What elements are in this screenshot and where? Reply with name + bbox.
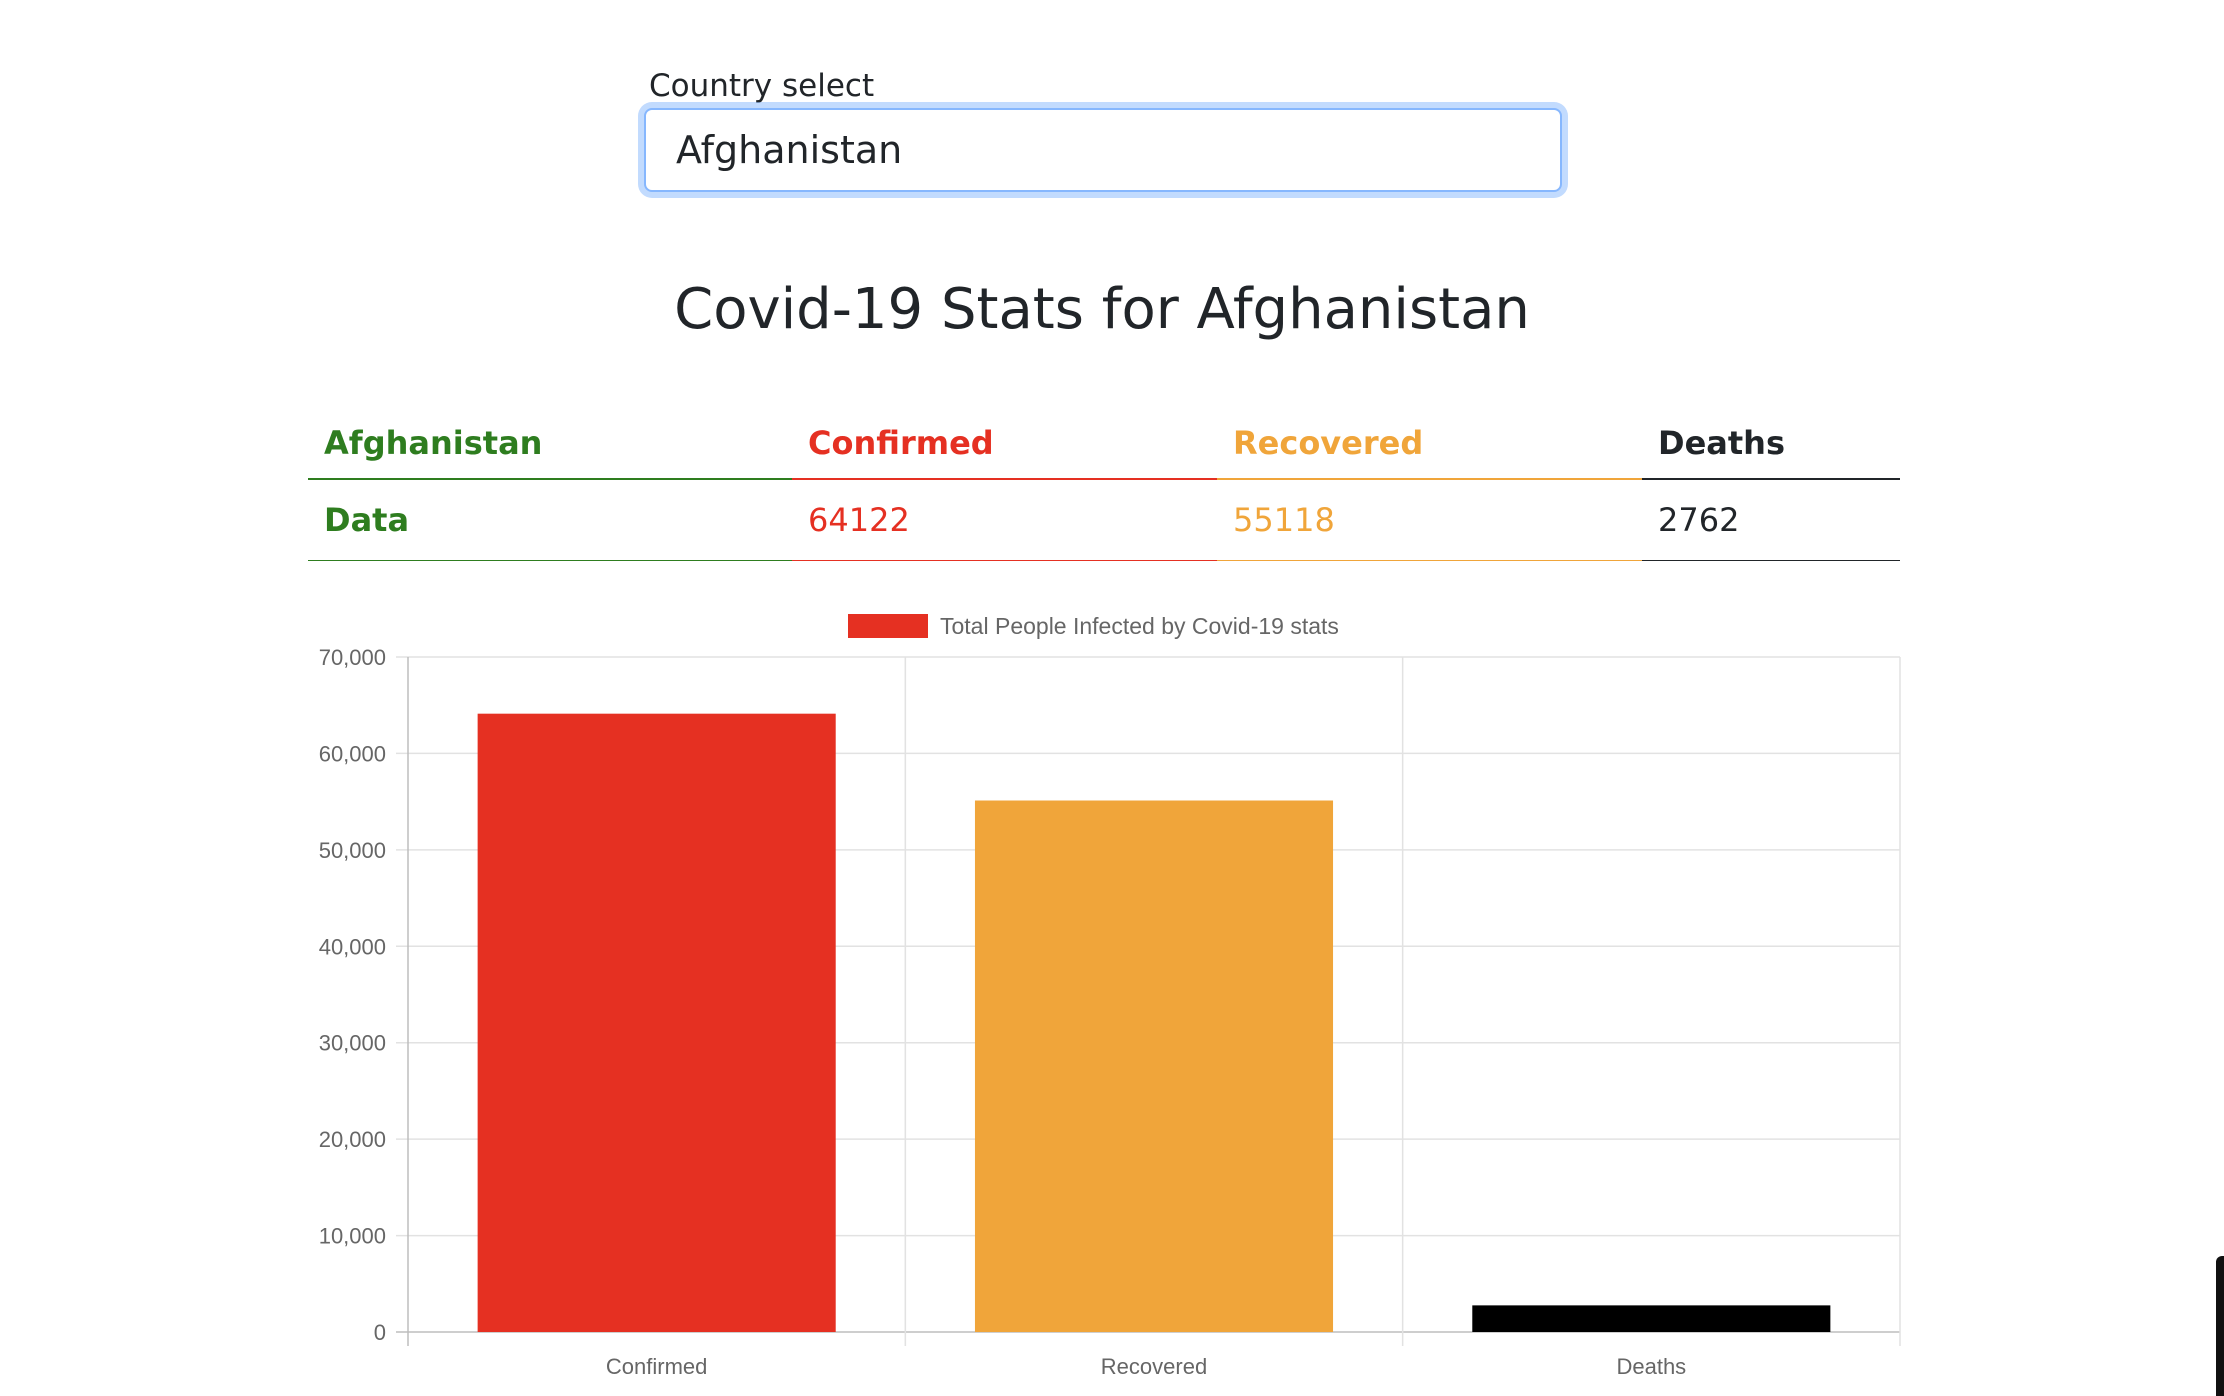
bar-confirmed xyxy=(477,713,836,1332)
page-title: Covid-19 Stats for Afghanistan xyxy=(674,277,1530,342)
bar-recovered xyxy=(974,800,1334,1332)
legend-swatch xyxy=(848,614,928,638)
y-tick-label: 10,000 xyxy=(319,1224,386,1249)
bar-deaths xyxy=(1472,1305,1831,1332)
window-edge xyxy=(2216,1256,2224,1396)
country-select-dropdown[interactable]: Afghanistan xyxy=(644,108,1562,192)
bar-chart: Total People Infected by Covid-19 stats 0… xyxy=(290,600,1910,1396)
y-tick-label: 40,000 xyxy=(319,934,386,959)
country-select-label: Country select xyxy=(649,68,875,104)
row-label: Data xyxy=(308,479,792,561)
header-confirmed: Confirmed xyxy=(792,408,1217,480)
table-row: Data 64122 55118 2762 xyxy=(308,479,1900,561)
stats-table: Afghanistan Confirmed Recovered Deaths D… xyxy=(308,408,1900,561)
confirmed-value: 64122 xyxy=(792,479,1217,561)
header-country: Afghanistan xyxy=(308,408,792,480)
x-tick-label: Deaths xyxy=(1616,1354,1686,1379)
deaths-value: 2762 xyxy=(1642,479,1900,561)
y-tick-label: 30,000 xyxy=(319,1031,386,1056)
y-tick-label: 0 xyxy=(374,1320,386,1345)
header-deaths: Deaths xyxy=(1642,408,1900,480)
y-tick-label: 60,000 xyxy=(319,741,386,766)
recovered-value: 55118 xyxy=(1217,479,1642,561)
y-tick-label: 70,000 xyxy=(319,645,386,670)
bar-chart-svg: Total People Infected by Covid-19 stats 0… xyxy=(319,613,1901,1379)
x-tick-label: Recovered xyxy=(1101,1354,1207,1379)
stats-header-row: Afghanistan Confirmed Recovered Deaths xyxy=(308,408,1900,480)
x-tick-label: Confirmed xyxy=(606,1354,707,1379)
y-tick-label: 20,000 xyxy=(319,1127,386,1152)
header-recovered: Recovered xyxy=(1217,408,1642,480)
y-tick-label: 50,000 xyxy=(319,838,386,863)
legend-label: Total People Infected by Covid-19 stats xyxy=(940,613,1339,639)
